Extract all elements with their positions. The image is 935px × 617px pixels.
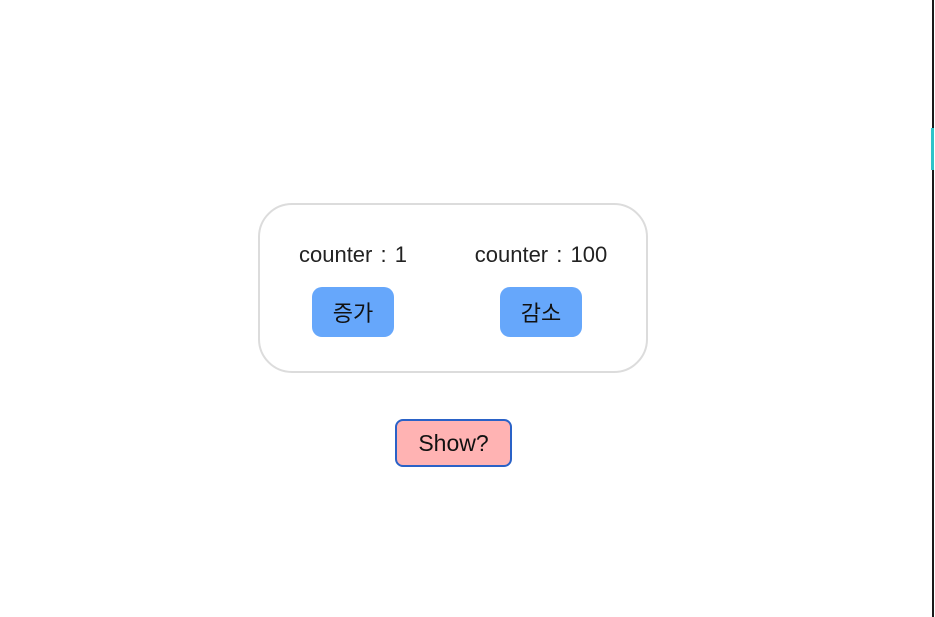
show-toggle-button[interactable]: Show? [395,419,512,467]
counter-value: 100 [570,242,608,267]
counter-increment-group: counter : 1 증가 [258,241,448,337]
decrement-button[interactable]: 감소 [500,287,582,337]
scrollbar-thumb[interactable] [931,128,934,170]
counter-separator: : [380,242,387,267]
counter-card: counter : 1 증가 counter : 100 감소 [258,203,648,373]
counter-display: counter : 1 [258,241,448,269]
window-edge-divider [932,0,934,617]
counter-separator: : [556,242,563,267]
counter-label: counter [474,242,549,267]
counter-decrement-group: counter : 100 감소 [446,241,636,337]
counter-label: counter [298,242,373,267]
increment-button[interactable]: 증가 [312,287,394,337]
counter-value: 1 [394,242,407,267]
counter-display: counter : 100 [446,241,636,269]
